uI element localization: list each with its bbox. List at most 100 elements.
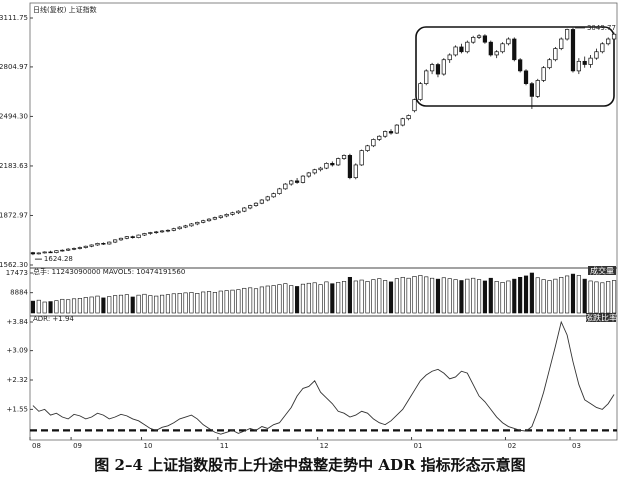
candle-body	[471, 37, 476, 43]
candle-body	[212, 217, 218, 220]
x-tick-label: 02	[507, 442, 516, 450]
adr-tag: 涨跌比率	[585, 313, 617, 323]
volume-bar	[518, 276, 523, 314]
volume-bar	[612, 280, 617, 314]
y-tick-label: 8884	[10, 289, 28, 297]
caption: 图 2–4 上证指数股市上升途中盘整走势中 ADR 指标形态示意图	[94, 456, 525, 474]
volume-bar	[359, 279, 364, 314]
candle-body	[429, 64, 435, 72]
candle-body	[83, 245, 88, 248]
volume-bar	[347, 276, 352, 314]
volume-bar	[336, 282, 341, 314]
candle-body	[154, 231, 159, 234]
volume-bar	[136, 294, 141, 314]
volume-bar	[523, 275, 529, 314]
volume-bar	[529, 272, 534, 314]
volume-bar	[547, 280, 552, 314]
adr-title: ADR: +1.94	[33, 315, 74, 323]
candle-body	[353, 164, 358, 179]
volume-bar	[406, 277, 411, 314]
volume-bar	[565, 275, 570, 314]
candle-body	[236, 210, 241, 214]
candle-body	[183, 225, 188, 228]
candle-body	[118, 237, 124, 241]
candle-body	[195, 221, 200, 225]
volume-bar	[242, 287, 247, 314]
volume-bar	[283, 283, 288, 314]
y-tick-label: +2.32	[7, 376, 28, 384]
candle-body	[388, 131, 394, 134]
candle-body	[482, 35, 488, 43]
candle-body	[148, 232, 153, 234]
volume-bar	[330, 283, 335, 314]
candle-body	[277, 188, 282, 194]
candle-body	[330, 162, 335, 166]
volume-bar	[295, 286, 300, 314]
y-tick-label: 2183.63	[0, 162, 28, 170]
candle-body	[130, 236, 135, 238]
volume-bar	[101, 297, 106, 314]
volume-bar	[253, 288, 259, 314]
candle-body	[283, 183, 288, 190]
volume-bar	[506, 280, 511, 314]
candle-body	[435, 64, 441, 75]
volume-bar	[318, 284, 323, 314]
volume-bar	[541, 279, 546, 314]
x-tick-label: 10	[144, 442, 153, 450]
tag-box	[586, 313, 616, 322]
volume-bar	[113, 295, 118, 314]
candle-body	[400, 118, 405, 126]
candle-body	[77, 247, 83, 249]
y-tick-label: 1872.97	[0, 211, 28, 219]
x-tick-label: 09	[73, 442, 82, 450]
candle-body	[371, 139, 376, 147]
volume-bar	[60, 298, 65, 314]
volume-bar	[30, 300, 35, 314]
volume-bar	[371, 279, 376, 314]
candle-body	[113, 239, 118, 243]
candle-body	[506, 38, 511, 45]
candle-body	[165, 229, 171, 232]
candle-body	[424, 70, 429, 84]
candle-body	[494, 51, 499, 56]
candle-body	[347, 155, 353, 179]
candle-body	[189, 223, 194, 227]
volume-bar	[165, 294, 171, 314]
y-tick-label: 2804.97	[0, 63, 28, 71]
candle-body	[171, 228, 176, 231]
volume-bar	[535, 277, 540, 314]
volume-bar	[365, 281, 370, 314]
y-tick-label: +3.84	[7, 318, 29, 326]
candle-body	[177, 226, 182, 230]
candle-body	[336, 158, 341, 166]
candle-body	[230, 212, 235, 215]
volume-bar	[453, 279, 458, 314]
candle-body	[512, 38, 517, 61]
adr-line	[32, 320, 615, 435]
volume-bar	[424, 276, 429, 314]
volume-bar	[324, 281, 329, 314]
consolidation-box	[415, 26, 615, 107]
candle-body	[71, 248, 77, 250]
candle-body	[576, 60, 581, 72]
candle-body	[500, 43, 505, 53]
x-tick-label: 03	[572, 442, 581, 450]
y-tick-label: +1.55	[7, 405, 28, 413]
volume-bar	[206, 291, 212, 314]
volume-bar	[594, 281, 599, 314]
volume-bar	[465, 278, 470, 314]
volume-bar	[576, 275, 581, 314]
candle-body	[406, 115, 411, 120]
volume-bar	[553, 278, 558, 314]
candle-body	[159, 230, 165, 233]
candle-body	[300, 175, 306, 183]
volume-bar	[118, 294, 124, 314]
y-tick-label: 17473	[6, 269, 28, 277]
volume-bar	[388, 281, 394, 314]
candle-body	[224, 214, 229, 217]
candle-body	[553, 48, 558, 61]
volume-bar	[177, 293, 182, 314]
volume-bar	[582, 278, 587, 314]
volume-bar	[471, 277, 476, 314]
